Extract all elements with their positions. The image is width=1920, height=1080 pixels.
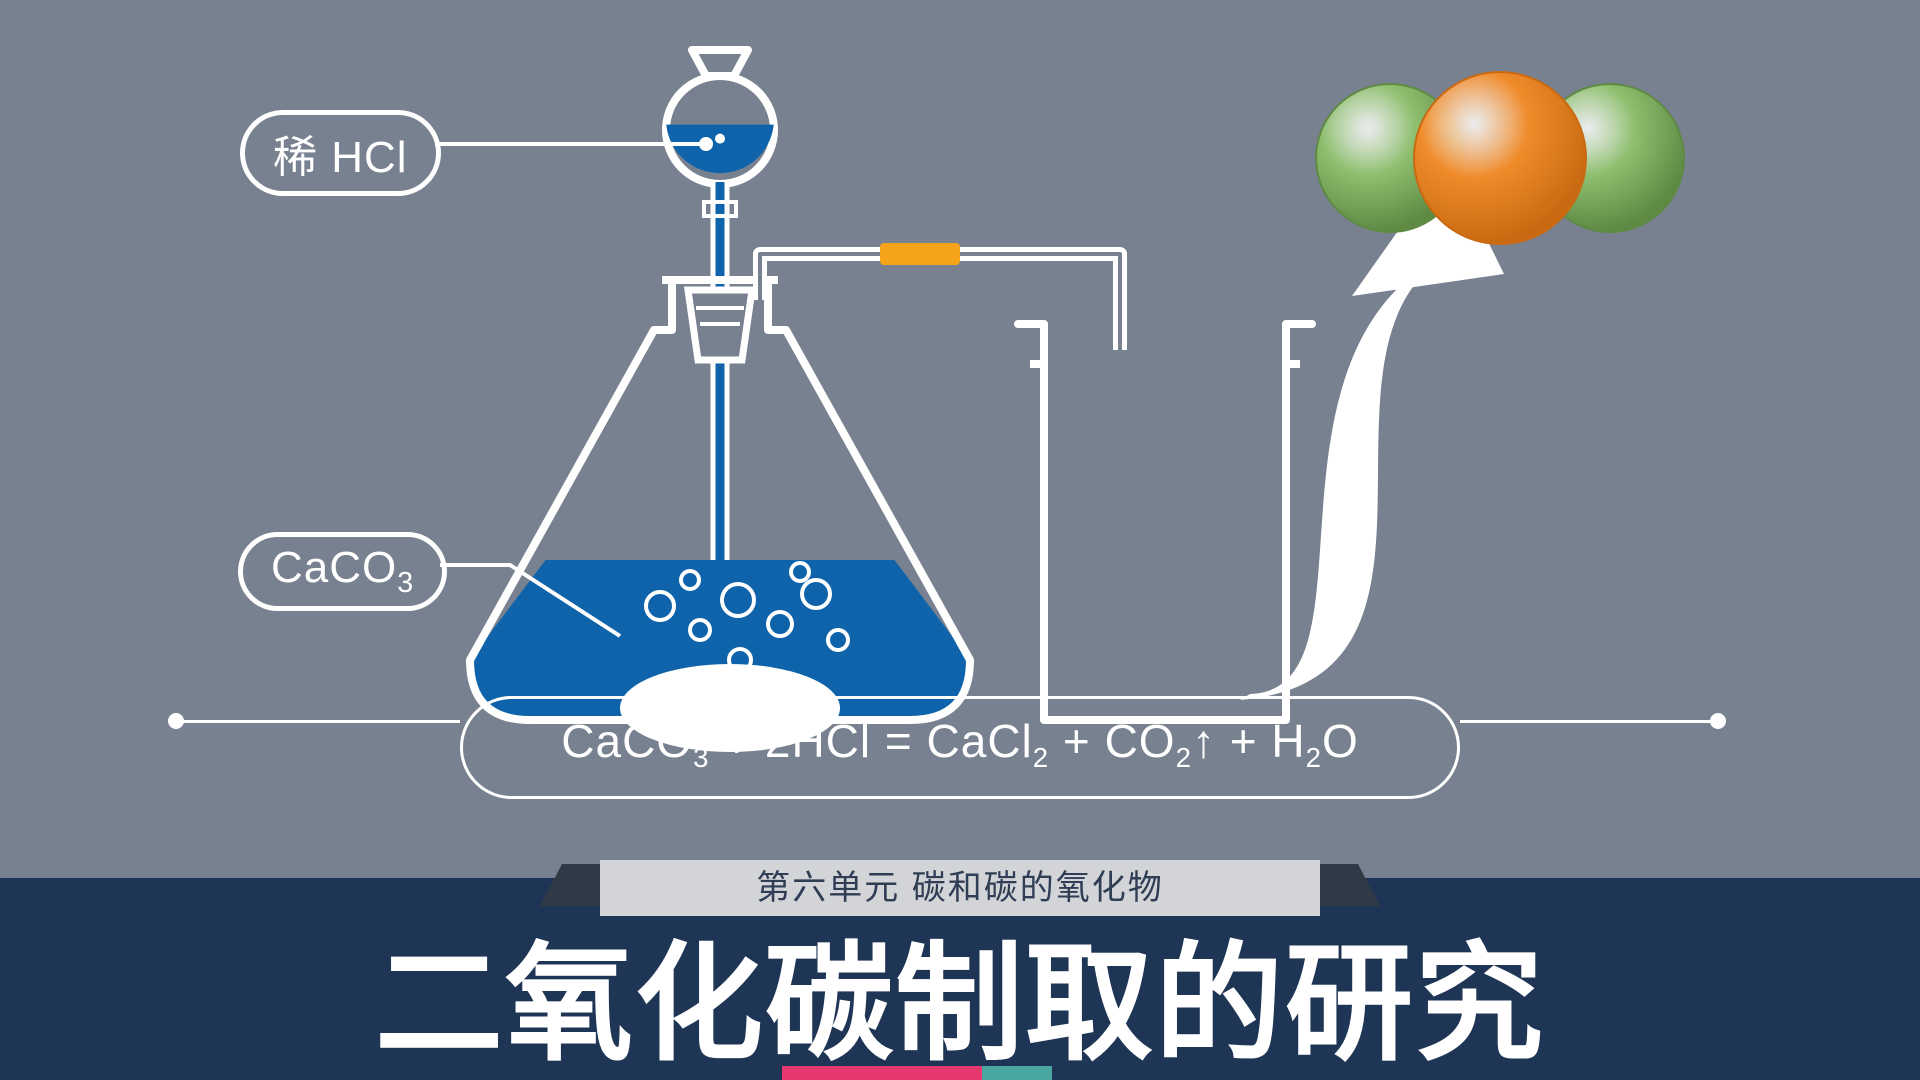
accent-bar-teal — [982, 1066, 1052, 1080]
slide-title: 二氧化碳制取的研究 — [0, 900, 1920, 1080]
reaction-equation: CaCO3 + 2HCl = CaCl2 + CO2↑ + H2O — [460, 696, 1460, 799]
rule-line-left — [176, 720, 460, 723]
rule-line-right — [1460, 720, 1718, 723]
rule-dot-right — [1710, 713, 1726, 729]
label-caco3: CaCO3 — [238, 532, 447, 611]
accent-bar-pink — [782, 1066, 982, 1080]
leader-hcl — [435, 142, 706, 146]
label-hcl: 稀 HCl — [240, 110, 441, 196]
